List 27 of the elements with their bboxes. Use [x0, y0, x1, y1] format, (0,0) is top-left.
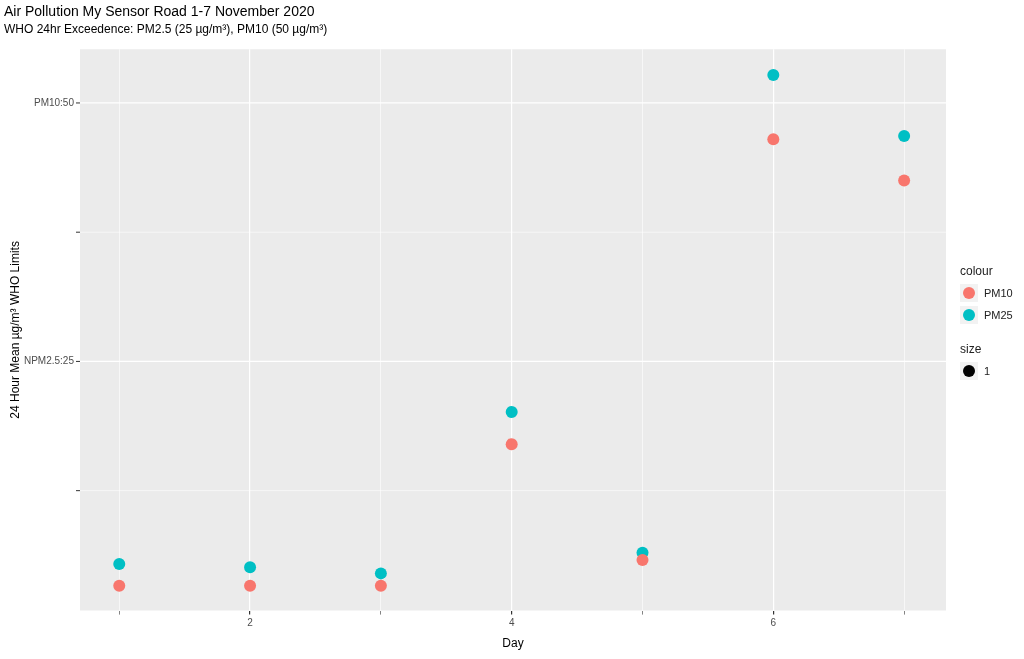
legend-label: PM10 [984, 286, 1013, 299]
point [505, 406, 518, 419]
point [767, 69, 780, 82]
chart-subtitle: WHO 24hr Exceedence: PM2.5 (25 µg/m³), PM10 (50 µg/m³) [4, 22, 328, 37]
x-tick-label: 6 [770, 617, 777, 629]
ref-line-label: NPM2.5:25 [23, 355, 75, 367]
text: 1 [984, 364, 991, 377]
ref-line-label: PM10:50 [33, 96, 75, 108]
point [374, 567, 387, 580]
legend-label: PM25 [984, 308, 1013, 321]
point [113, 579, 126, 592]
x-tick-label: 2 [247, 617, 254, 629]
y-axis-title: 24 Hour Mean µg/m³ WHO Limits [7, 241, 22, 419]
legend-title: colour [960, 263, 994, 278]
point [898, 130, 911, 143]
point [244, 579, 257, 592]
chart-title: Air Pollution My Sensor Road 1-7 November 2020 [4, 3, 315, 20]
x-tick-label: 4 [508, 617, 515, 629]
point [374, 579, 387, 592]
point [767, 133, 780, 146]
point [244, 561, 257, 574]
point [505, 438, 518, 451]
x-axis-title: Day [502, 636, 524, 651]
point [636, 553, 649, 566]
point [113, 558, 126, 571]
point [898, 174, 911, 187]
text: size [960, 341, 983, 356]
